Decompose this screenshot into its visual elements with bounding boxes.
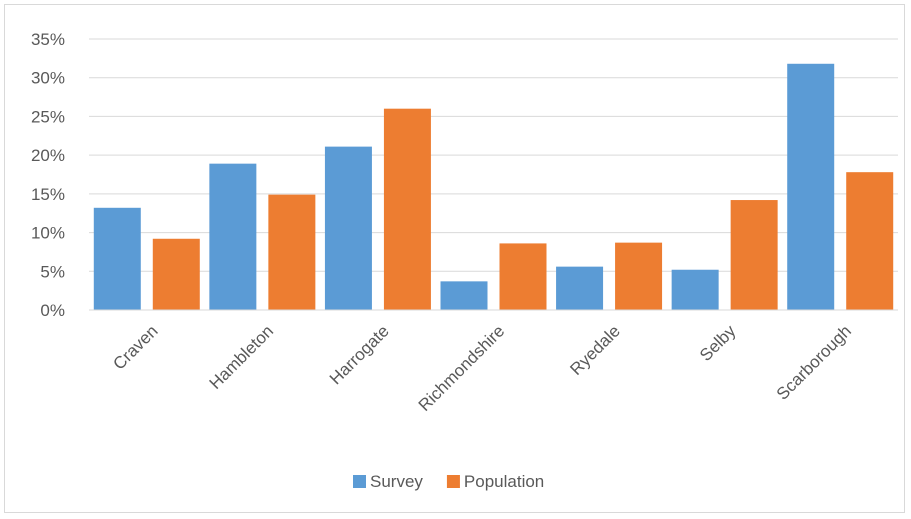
x-tick-label: Ryedale (566, 321, 624, 379)
bar-survey-selby (671, 269, 719, 310)
x-tick-label: Scarborough (773, 321, 855, 403)
y-tick-label: 0% (40, 301, 65, 320)
y-tick-label: 5% (40, 262, 65, 281)
y-tick-label: 10% (31, 224, 65, 243)
bar-population-scarborough (846, 172, 894, 310)
bar-population-ryedale (615, 242, 663, 310)
legend-swatch-survey (353, 475, 366, 488)
bar-survey-hambleton (209, 163, 257, 310)
x-tick-label: Harrogate (326, 321, 393, 388)
x-tick-label: Selby (696, 321, 740, 365)
y-tick-label: 35% (31, 30, 65, 49)
legend-swatch-population (446, 475, 460, 488)
bar-survey-craven (93, 207, 141, 310)
bar-population-richmondshire (499, 243, 547, 310)
bar-survey-ryedale (556, 266, 604, 310)
bar-survey-scarborough (787, 63, 835, 310)
x-tick-label: Craven (109, 321, 161, 373)
bar-population-harrogate (383, 108, 431, 310)
y-tick-label: 15% (31, 185, 65, 204)
bar-chart: 0% 5% 10% 15% 20% 25% 30% 35% Craven Hambleton Har… (31, 30, 898, 491)
bar-survey-harrogate (324, 146, 372, 310)
bar-survey-richmondshire (440, 281, 488, 310)
y-tick-label: 30% (31, 69, 65, 88)
bar-population-selby (730, 200, 778, 310)
x-tick-label: Hambleton (206, 321, 278, 393)
x-tick-label: Richmondshire (415, 321, 509, 415)
legend-label-survey: Survey (370, 472, 423, 491)
legend-label-population: Population (464, 472, 544, 491)
y-tick-label: 20% (31, 146, 65, 165)
chart-area: 0% 5% 10% 15% 20% 25% 30% 35% Craven Hambleton Har… (4, 4, 905, 513)
bar-population-hambleton (268, 194, 316, 310)
y-tick-label: 25% (31, 107, 65, 126)
bar-population-craven (152, 238, 200, 310)
